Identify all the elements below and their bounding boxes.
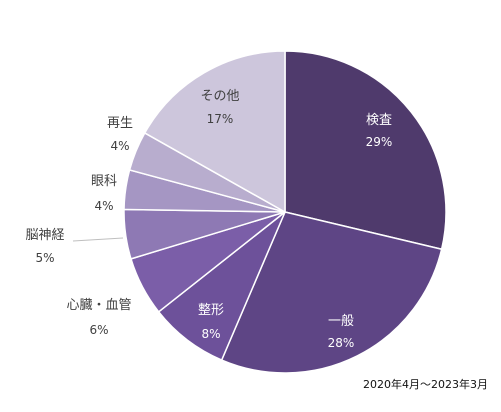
slice-percent-4: 6% bbox=[89, 323, 108, 337]
slice-percent-3: 8% bbox=[201, 327, 220, 341]
slice-label-6: 眼科 bbox=[91, 174, 117, 189]
slice-label-5: 脳神経 bbox=[25, 228, 64, 243]
slice-label-2: 一般 bbox=[328, 313, 354, 329]
slice-label-3: 整形 bbox=[198, 303, 224, 318]
pie-slice-2 bbox=[220, 211, 443, 374]
slice-percent-7: 4% bbox=[110, 139, 129, 153]
slice-label-1: 検査 bbox=[366, 113, 392, 128]
period-note: 2020年4月～2023年3月 bbox=[363, 377, 488, 391]
slice-label-8: その他 bbox=[200, 89, 239, 104]
slice-label-7: 再生 bbox=[107, 116, 133, 131]
slice-percent-5: 5% bbox=[35, 251, 54, 265]
pie-slice-1 bbox=[284, 50, 447, 251]
slice-label-4: 心臓・血管 bbox=[66, 298, 131, 313]
pie-slice-8 bbox=[143, 50, 286, 214]
leader-line-5 bbox=[72, 237, 124, 242]
slice-percent-1: 29% bbox=[366, 135, 393, 149]
slice-percent-2: 28% bbox=[328, 336, 355, 350]
slice-percent-6: 4% bbox=[94, 199, 113, 213]
slice-percent-8: 17% bbox=[207, 112, 234, 126]
